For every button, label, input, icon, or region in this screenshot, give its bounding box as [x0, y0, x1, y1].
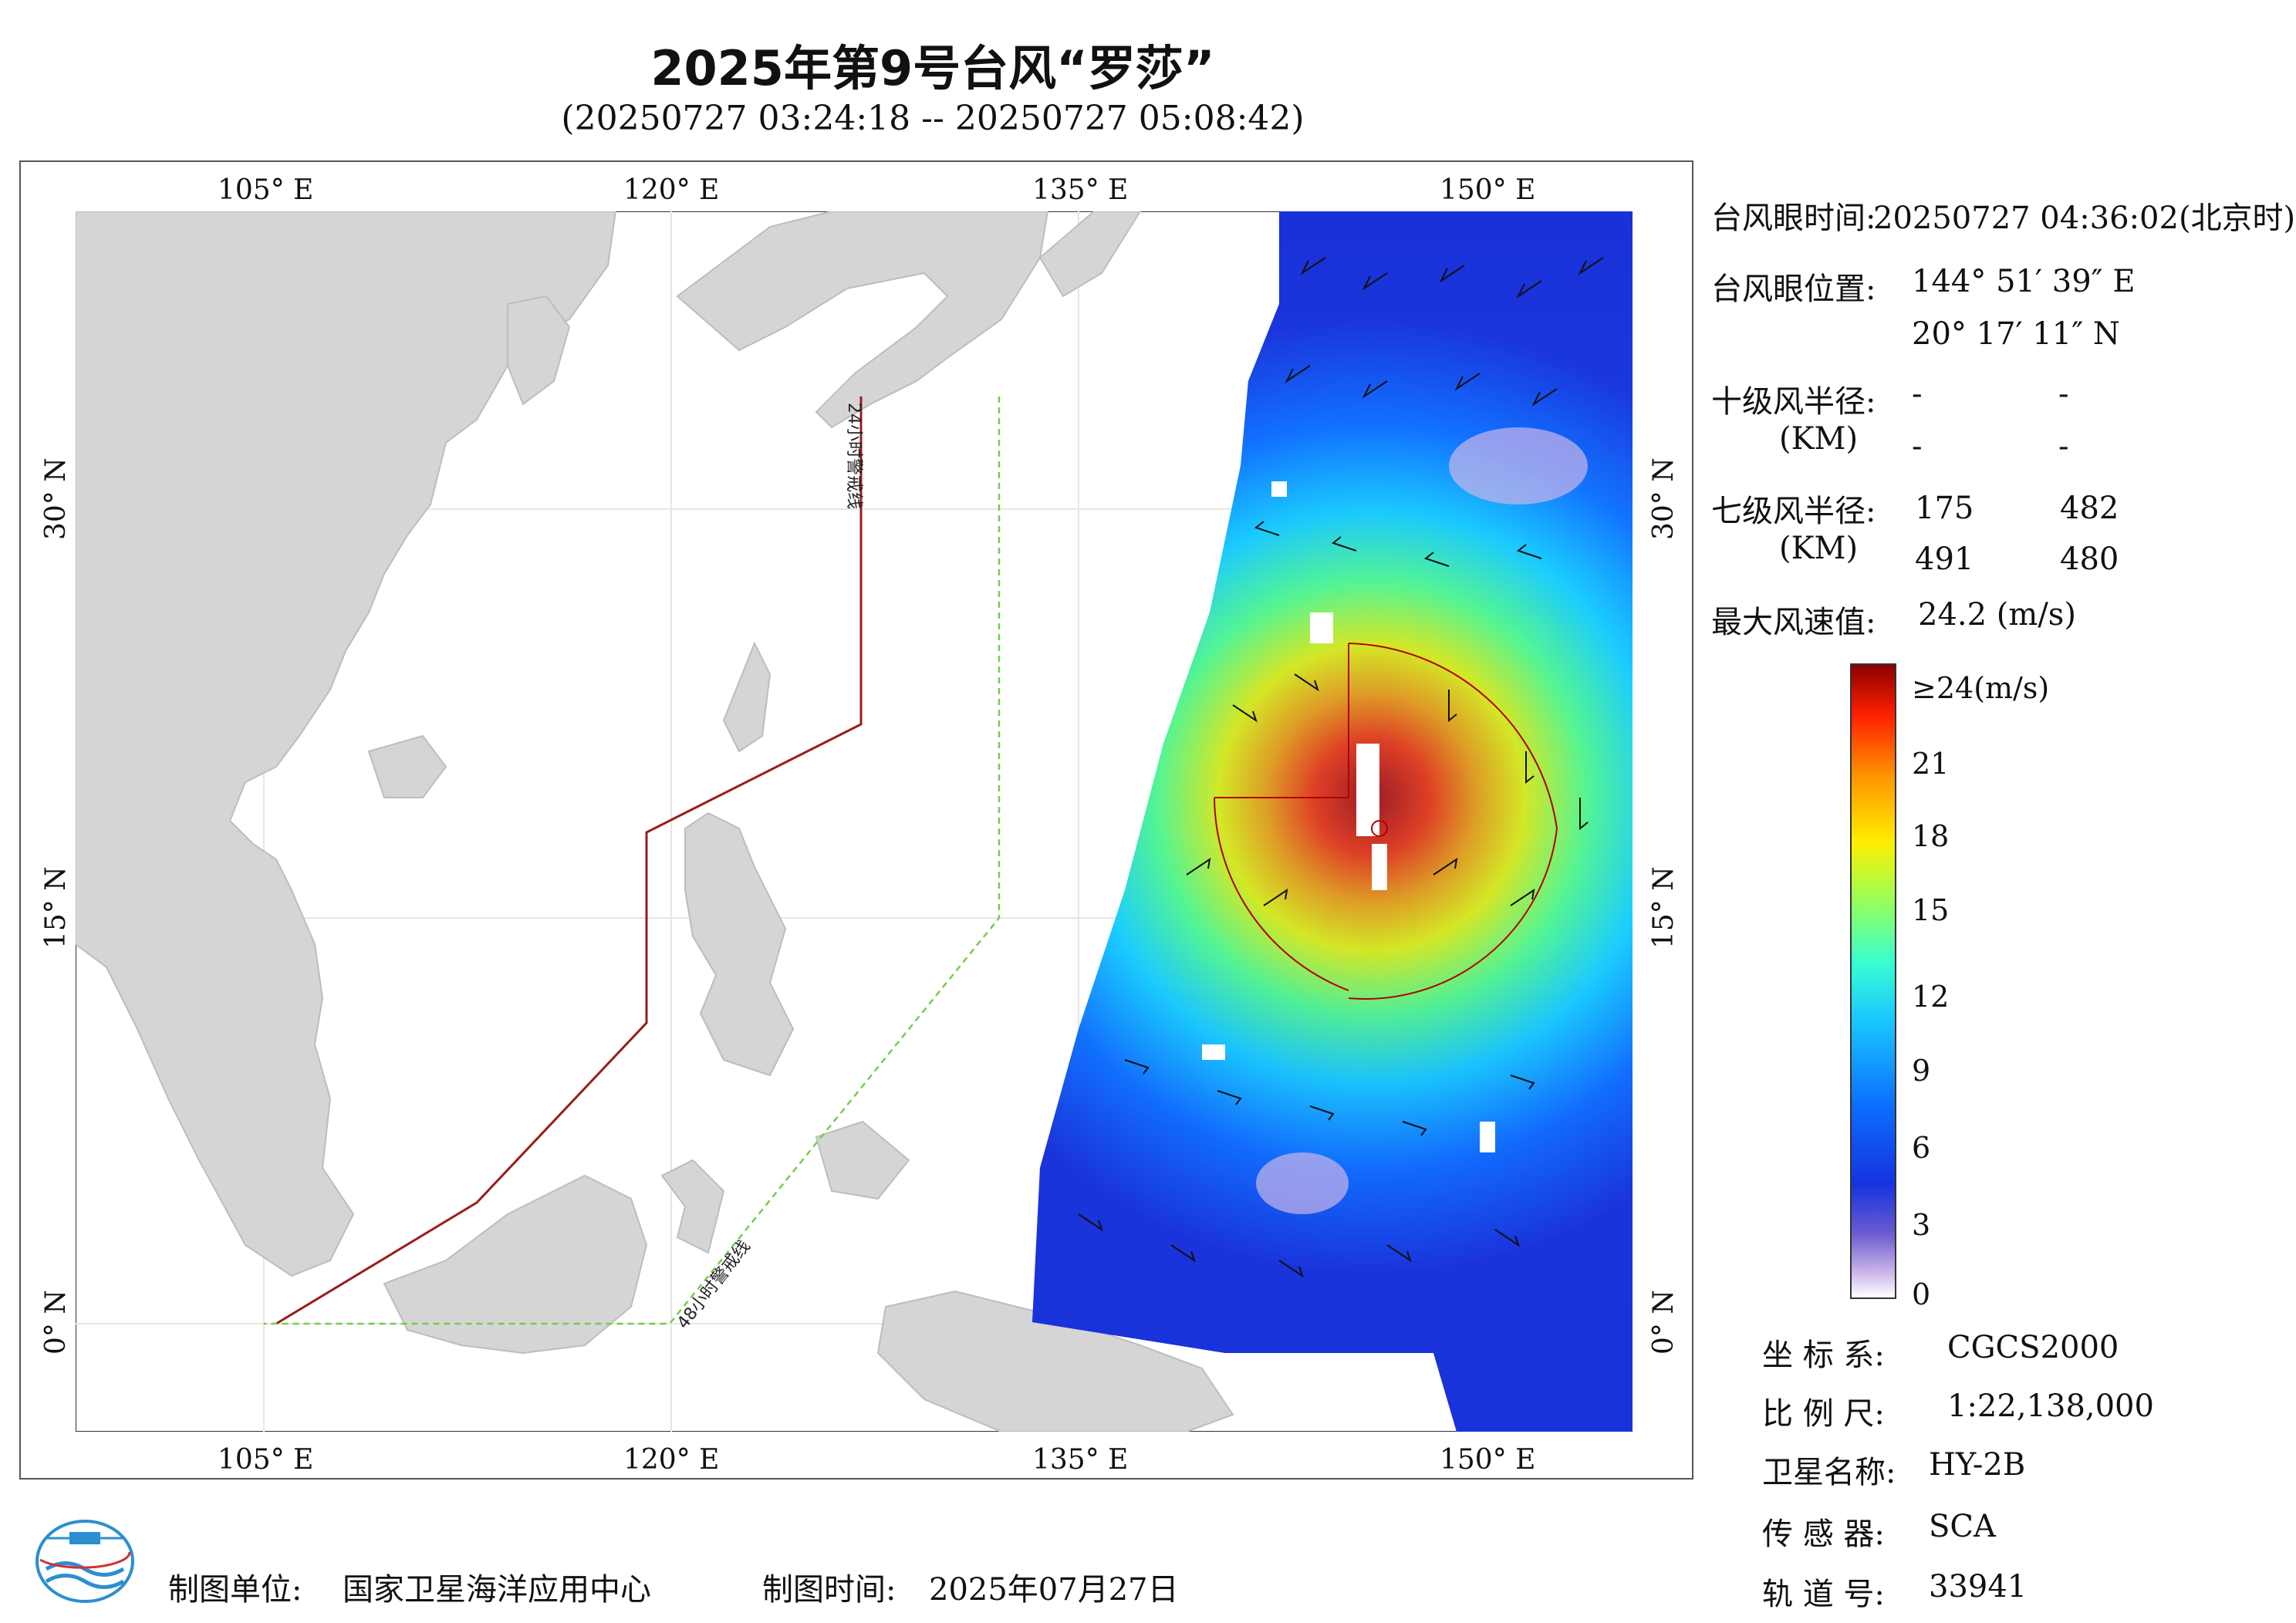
lat-tick-right: 15° N [1648, 866, 1680, 949]
lon-tick-bottom: 150° E [1440, 1444, 1536, 1476]
lon-tick-top: 105° E [218, 174, 314, 206]
lon-tick-top: 150° E [1440, 174, 1536, 206]
scale-value: 1:22,138,000 [1947, 1388, 2154, 1424]
warning-label-24h: 24小时警戒线 [844, 403, 863, 509]
satellite-label: 卫星名称: [1762, 1455, 1896, 1490]
r10-label: 十级风半径: [1711, 384, 1876, 420]
r10-value: - [1912, 429, 1923, 464]
warning-line-48h [264, 396, 1001, 1325]
eye-lat: 20° 17′ 11″ N [1912, 316, 2120, 352]
lat-tick-left: 0° N [40, 1290, 72, 1355]
r7-value: 175 [1915, 491, 1974, 526]
nsoas-logo-icon [35, 1520, 134, 1603]
date-value: 2025年07月27日 [929, 1572, 1179, 1608]
date-label: 制图时间: [762, 1572, 896, 1608]
eye-time-label: 台风眼时间: [1711, 201, 1876, 236]
r10-unit: (KM) [1779, 421, 1859, 457]
r7-value: 480 [2060, 542, 2119, 577]
colorbar-label: 0 [1912, 1277, 1931, 1311]
lon-tick-top: 120° E [623, 174, 720, 206]
max-wind-value: 24.2 (m/s) [1918, 597, 2076, 633]
lon-tick-bottom: 105° E [218, 1444, 314, 1476]
time-range-subtitle: (20250727 03:24:18 -- 20250727 05:08:42) [561, 99, 1305, 138]
max-wind-label: 最大风速值: [1711, 605, 1876, 640]
r10-value: - [2058, 429, 2069, 464]
eye-time-value: 20250727 04:36:02(北京时) [1873, 201, 2296, 236]
wind-barbs [1078, 257, 1604, 1278]
land-masses [76, 211, 1234, 1432]
colorbar-label: 15 [1912, 893, 1950, 927]
r7-value: 482 [2060, 491, 2119, 526]
sensor-label: 传 感 器: [1762, 1517, 1885, 1552]
warning-line-24h [275, 396, 863, 1325]
maker-value: 国家卫星海洋应用中心 [343, 1572, 651, 1608]
lat-tick-right: 30° N [1648, 457, 1680, 540]
lon-tick-bottom: 135° E [1032, 1444, 1129, 1476]
orbit-label: 轨 道 号: [1762, 1577, 1885, 1612]
typhoon-wind-map: 24小时警戒线 48小时警戒线 [76, 211, 1633, 1432]
eye-lon: 144° 51′ 39″ E [1912, 264, 2136, 299]
r10-value: - [2058, 376, 2069, 412]
colorbar-label: 9 [1912, 1054, 1931, 1088]
wind-speed-colorbar [1850, 663, 1896, 1299]
map-frame [19, 160, 1693, 1480]
scatterometer-swath [1032, 211, 1633, 1432]
lon-tick-bottom: 120° E [623, 1444, 720, 1476]
eye-pos-label: 台风眼位置: [1711, 272, 1876, 307]
scale-label: 比 例 尺: [1762, 1396, 1885, 1432]
map-title: 2025年第9号台风“罗莎” [650, 40, 1215, 96]
r7-value: 491 [1915, 542, 1974, 577]
wind-radii [1214, 643, 1558, 1000]
lat-tick-right: 0° N [1648, 1290, 1680, 1355]
colorbar-label: 21 [1912, 747, 1950, 781]
colorbar-label: 3 [1912, 1208, 1931, 1242]
colorbar-label: 6 [1912, 1131, 1931, 1165]
lat-tick-left: 30° N [40, 457, 72, 540]
maker-label: 制图单位: [168, 1572, 302, 1608]
orbit-value: 33941 [1929, 1569, 2028, 1604]
crs-label: 坐 标 系: [1762, 1338, 1885, 1373]
r7-label: 七级风半径: [1711, 494, 1876, 529]
colorbar-label: ≥24(m/s) [1912, 671, 2050, 705]
sensor-value: SCA [1929, 1509, 1996, 1544]
r7-unit: (KM) [1779, 531, 1859, 566]
colorbar-label: 12 [1912, 980, 1950, 1014]
lon-tick-top: 135° E [1032, 174, 1129, 206]
r10-value: - [1912, 376, 1923, 412]
satellite-value: HY-2B [1929, 1447, 2026, 1483]
colorbar-label: 18 [1912, 819, 1950, 853]
crs-value: CGCS2000 [1947, 1330, 2119, 1365]
lat-tick-left: 15° N [40, 866, 72, 949]
